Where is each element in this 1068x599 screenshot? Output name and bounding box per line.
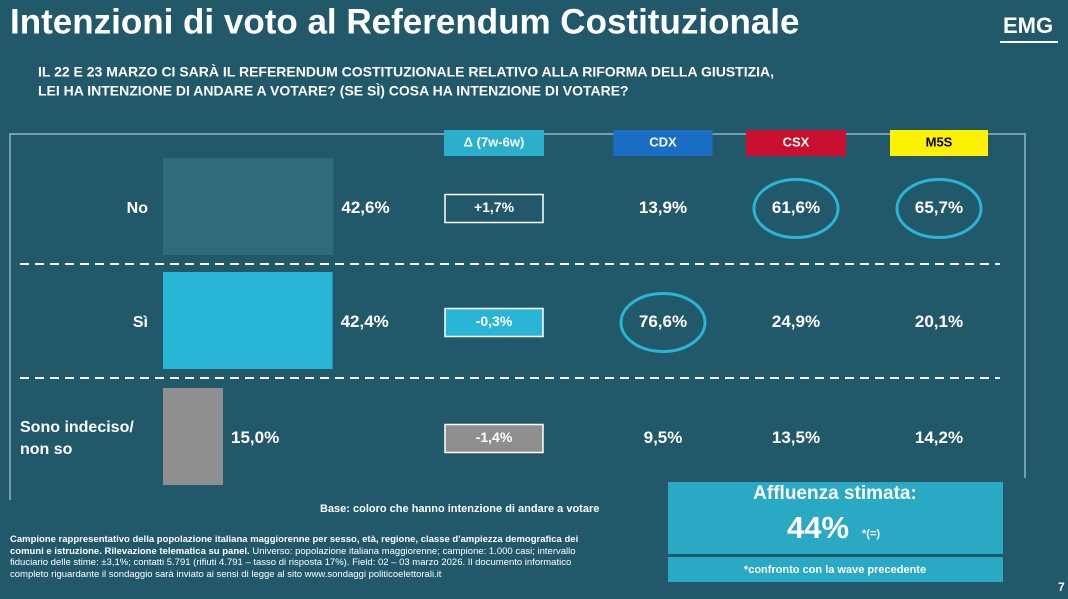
bar (163, 272, 333, 369)
bar (163, 388, 223, 485)
cell: 20,1% (915, 312, 963, 331)
delta-box (444, 193, 544, 224)
highlight-circle (752, 178, 840, 239)
category-label: No (126, 199, 148, 217)
column-header-box (890, 130, 988, 156)
cell: 13,5% (772, 428, 820, 447)
column-header: CDX (649, 134, 677, 149)
column-header-box (613, 130, 713, 156)
value-label: 42,6% (341, 198, 389, 217)
value-label: 42,4% (341, 312, 389, 331)
cell: +1,7% (474, 199, 515, 215)
page-number: 7 (1058, 580, 1065, 594)
turnout-box (668, 482, 1003, 554)
category-label: Sì (132, 313, 148, 331)
cell: 14,2% (915, 428, 963, 447)
footnote-bold: Campione rappresentativo della popolazio… (10, 534, 579, 557)
highlight-circle (895, 178, 983, 239)
title: Intenzioni di voto al Referendum Costitu… (10, 2, 799, 41)
cell: -0,3% (476, 313, 513, 329)
turnout-note: *confronto con la wave precedente (744, 564, 926, 576)
column-header: CSX (783, 134, 810, 149)
turnout-label: Affluenza stimata: (753, 483, 917, 504)
cell: 76,6% (639, 312, 687, 331)
question-line: IL 22 E 23 MARZO CI SARÀ IL REFERENDUM C… (38, 64, 774, 80)
turnout-suffix: *(=) (862, 528, 880, 540)
cell: 61,6% (772, 198, 820, 217)
footnote-text: Universo: popolazione italiana maggioren… (10, 545, 576, 580)
column-header: Δ (7w-6w) (464, 134, 525, 149)
cell: 9,5% (644, 428, 683, 447)
question-line: LEI HA INTENZIONE DI ANDARE A VOTARE? (S… (38, 83, 629, 99)
cell: 13,9% (639, 198, 687, 217)
column-header-box (444, 130, 544, 156)
cell: -1,4% (476, 429, 513, 445)
turnout-value: 44% (787, 510, 849, 545)
category-label: Sono indeciso/ non so (20, 418, 134, 458)
delta-box (444, 423, 544, 454)
bar (163, 158, 334, 255)
highlight-circle (619, 292, 707, 353)
logo: EMG (1003, 13, 1053, 38)
cell: 65,7% (915, 198, 963, 217)
cell: 24,9% (772, 312, 820, 331)
base-note: Base: coloro che hanno intenzione di and… (320, 503, 599, 515)
value-label: 15,0% (231, 428, 279, 447)
turnout-note-box (668, 557, 1003, 582)
delta-box (444, 307, 544, 338)
column-header: M5S (926, 134, 953, 149)
footnote: Campione rappresentativo della popolazio… (10, 534, 610, 580)
column-header-box (746, 130, 846, 156)
